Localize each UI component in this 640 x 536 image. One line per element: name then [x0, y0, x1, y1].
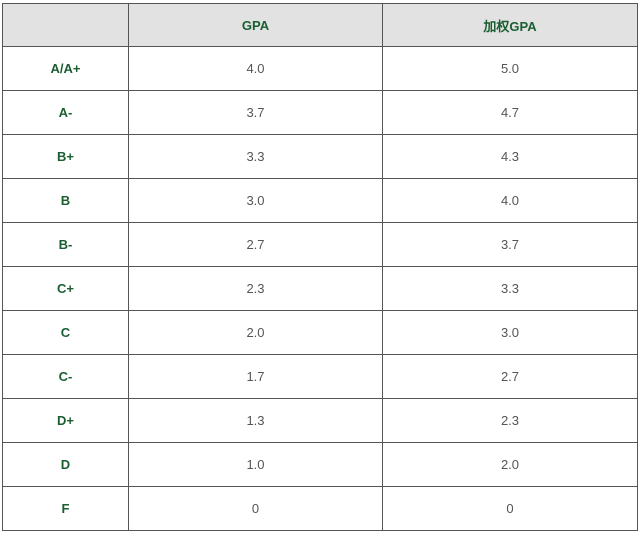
table-row: C- 1.7 2.7: [2, 354, 638, 399]
weighted-gpa-cell: 2.3: [382, 398, 638, 443]
gpa-cell: 3.3: [128, 134, 383, 179]
table-row: C+ 2.3 3.3: [2, 266, 638, 311]
table-row: F 0 0: [2, 486, 638, 531]
grade-cell: A-: [2, 90, 129, 135]
table-row: D 1.0 2.0: [2, 442, 638, 487]
table-row: D+ 1.3 2.3: [2, 398, 638, 443]
weighted-gpa-cell: 3.3: [382, 266, 638, 311]
gpa-cell: 0: [128, 486, 383, 531]
table-row: B+ 3.3 4.3: [2, 134, 638, 179]
grade-cell: F: [2, 486, 129, 531]
gpa-cell: 4.0: [128, 46, 383, 91]
grade-cell: D+: [2, 398, 129, 443]
gpa-cell: 2.7: [128, 222, 383, 267]
grade-cell: D: [2, 442, 129, 487]
header-weighted-gpa: 加权GPA: [382, 3, 638, 47]
weighted-gpa-cell: 5.0: [382, 46, 638, 91]
gpa-cell: 2.3: [128, 266, 383, 311]
weighted-gpa-cell: 3.0: [382, 310, 638, 355]
gpa-cell: 3.0: [128, 178, 383, 223]
header-grade: [2, 3, 129, 47]
table-row: A- 3.7 4.7: [2, 90, 638, 135]
gpa-cell: 3.7: [128, 90, 383, 135]
weighted-gpa-cell: 3.7: [382, 222, 638, 267]
table-header-row: GPA 加权GPA: [2, 3, 638, 47]
gpa-cell: 1.0: [128, 442, 383, 487]
grade-cell: A/A+: [2, 46, 129, 91]
weighted-gpa-cell: 4.7: [382, 90, 638, 135]
table-row: A/A+ 4.0 5.0: [2, 46, 638, 91]
grade-cell: B+: [2, 134, 129, 179]
grade-cell: C+: [2, 266, 129, 311]
weighted-gpa-cell: 4.0: [382, 178, 638, 223]
table-row: C 2.0 3.0: [2, 310, 638, 355]
header-gpa: GPA: [128, 3, 383, 47]
weighted-gpa-cell: 4.3: [382, 134, 638, 179]
weighted-gpa-cell: 2.0: [382, 442, 638, 487]
table-row: B 3.0 4.0: [2, 178, 638, 223]
grade-cell: B-: [2, 222, 129, 267]
gpa-conversion-table: GPA 加权GPA A/A+ 4.0 5.0 A- 3.7 4.7 B+ 3.3…: [2, 3, 638, 531]
table-row: B- 2.7 3.7: [2, 222, 638, 267]
gpa-cell: 1.3: [128, 398, 383, 443]
gpa-cell: 1.7: [128, 354, 383, 399]
weighted-gpa-cell: 0: [382, 486, 638, 531]
grade-cell: B: [2, 178, 129, 223]
grade-cell: C: [2, 310, 129, 355]
gpa-cell: 2.0: [128, 310, 383, 355]
grade-cell: C-: [2, 354, 129, 399]
weighted-gpa-cell: 2.7: [382, 354, 638, 399]
